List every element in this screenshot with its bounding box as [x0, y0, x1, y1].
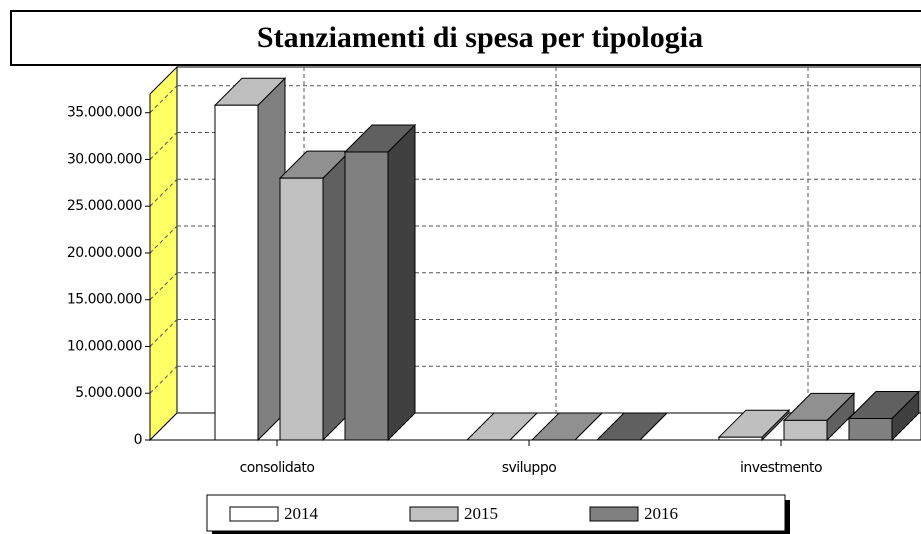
- bar: [718, 436, 763, 441]
- bar-top: [595, 412, 669, 441]
- bar-3d: [278, 149, 352, 442]
- y-tick-label: 15.000.000: [67, 292, 142, 308]
- grid-line: [149, 319, 178, 347]
- grid-line: [149, 178, 178, 207]
- bar-3d: [717, 408, 791, 442]
- y-tick-label: 25.000.000: [67, 198, 142, 214]
- bar: [344, 151, 389, 441]
- bar-3d: [782, 392, 856, 442]
- chart-title: Stanziamenti di spesa per tipologia: [257, 21, 703, 54]
- x-tick-label: consolidato: [240, 460, 315, 476]
- legend-box: [206, 494, 786, 532]
- y-tick-label: 5.000.000: [75, 385, 142, 401]
- legend-label: 2015: [464, 504, 498, 523]
- grid-line: [149, 272, 178, 301]
- left-wall: [149, 65, 178, 442]
- bar-3d: [213, 77, 287, 442]
- grid-line: [149, 132, 178, 160]
- legend-label: 2016: [644, 504, 678, 523]
- x-tick-label: sviluppo: [502, 460, 557, 476]
- bar-3d: [343, 123, 417, 442]
- y-tick-label: 30.000.000: [67, 151, 142, 167]
- grid-line: [149, 365, 178, 394]
- legend-swatch: [589, 506, 639, 522]
- y-tick-label: 35.000.000: [67, 105, 142, 121]
- bar-top: [465, 412, 539, 441]
- legend-label: 2014: [284, 504, 319, 523]
- x-tick-label: investmento: [740, 460, 822, 476]
- y-tick-label: 0: [134, 432, 142, 448]
- title-box: [10, 10, 921, 66]
- legend-swatch: [229, 506, 279, 522]
- bar-3d: [595, 412, 669, 441]
- grid-line: [149, 225, 178, 254]
- bar-3d: [847, 390, 921, 442]
- grid-line: [149, 85, 178, 114]
- bar: [848, 417, 893, 441]
- bar-top: [530, 412, 604, 441]
- bar: [214, 104, 259, 441]
- bar: [279, 177, 324, 441]
- bar: [783, 419, 828, 441]
- y-tick-label: 20.000.000: [67, 245, 142, 261]
- legend-swatch: [409, 506, 459, 522]
- bar-3d: [465, 412, 539, 441]
- y-tick-label: 10.000.000: [67, 338, 142, 354]
- bar-side: [387, 123, 416, 442]
- bar-3d: [530, 412, 604, 441]
